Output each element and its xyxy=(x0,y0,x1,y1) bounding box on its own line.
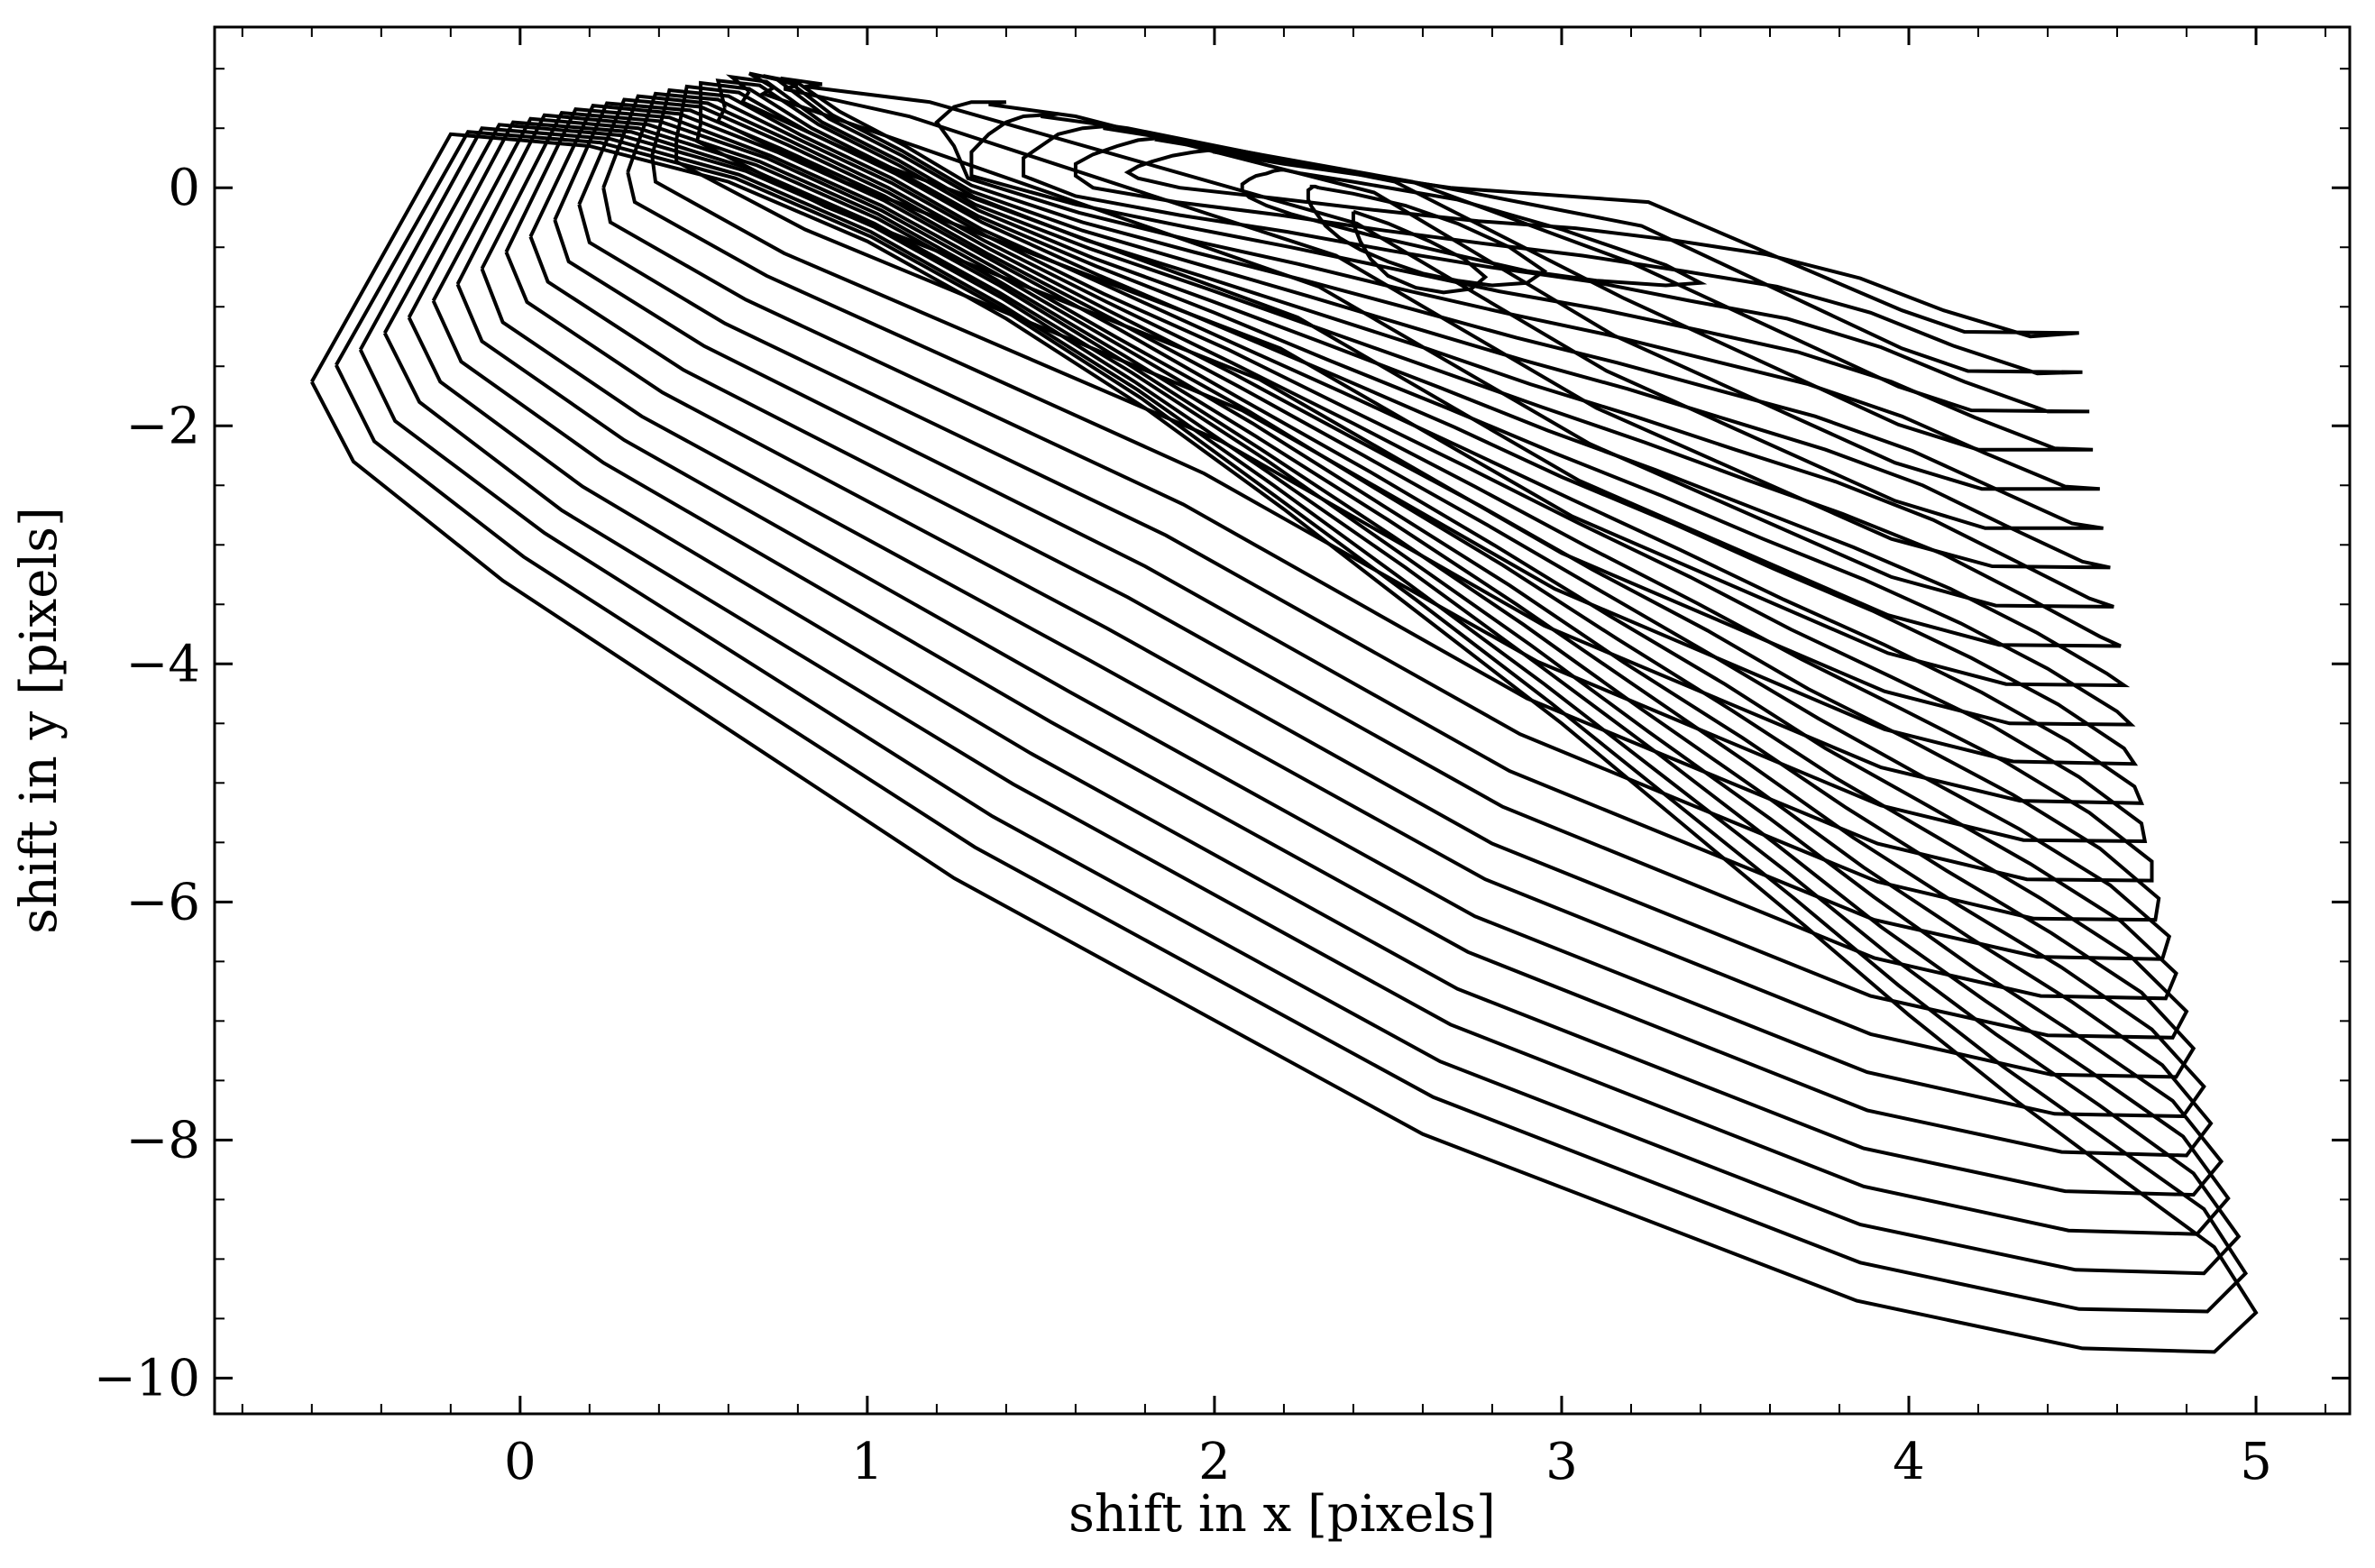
contour-line-13 xyxy=(601,94,2154,883)
contour-line-27 xyxy=(1123,148,2079,339)
ticks-layer: 0 1 2 3 4 5 0 −2 −4 −6 −8 −10 xyxy=(94,27,2350,1491)
contour-line-3 xyxy=(358,126,2242,1276)
x-tick-label: 2 xyxy=(1198,1433,1231,1491)
contour-line-6 xyxy=(431,116,2214,1158)
contour-line-2 xyxy=(335,130,2249,1314)
contour-line-24 xyxy=(969,112,2094,452)
contour-line-22 xyxy=(780,76,2104,530)
contour-line-26 xyxy=(1073,135,2083,376)
y-axis-label: shift in y [pixels] xyxy=(10,507,69,934)
contour-line-18 xyxy=(715,78,2131,688)
y-tick-label: −2 xyxy=(125,397,200,455)
contour-line-10 xyxy=(528,103,2178,1001)
contour-line-29 xyxy=(1306,184,1548,288)
contour-line-12 xyxy=(577,97,2161,922)
contour-line-5 xyxy=(407,120,2224,1197)
y-tick-label: 0 xyxy=(168,159,200,217)
contour-line-17 xyxy=(694,80,2136,727)
x-tick-label: 0 xyxy=(504,1433,536,1491)
contour-line-1 xyxy=(310,132,2259,1354)
contour-line-16 xyxy=(674,84,2139,766)
y-tick-label: −4 xyxy=(125,635,200,693)
contour-line-9 xyxy=(504,106,2189,1040)
contour-line-30 xyxy=(1351,209,1489,295)
contour-line-14 xyxy=(626,91,2148,844)
contour-line-23 xyxy=(934,100,2100,491)
contour-line-15 xyxy=(650,87,2145,805)
contour-line-28 xyxy=(1240,168,1708,288)
x-axis-label: shift in x [pixels] xyxy=(1068,1485,1496,1544)
series-layer xyxy=(310,71,2259,1354)
contour-line-20 xyxy=(747,71,2114,609)
plot-frame xyxy=(213,25,2352,1416)
x-tick-label: 1 xyxy=(851,1433,884,1491)
contour-line-8 xyxy=(480,110,2196,1079)
x-tick-label: 3 xyxy=(1545,1433,1578,1491)
y-tick-label: −10 xyxy=(94,1349,200,1408)
x-tick-label: 4 xyxy=(1893,1433,1925,1491)
y-tick-label: −6 xyxy=(125,873,200,931)
y-tick-label: −8 xyxy=(125,1111,200,1169)
contour-line-21 xyxy=(762,74,2111,570)
contour-line-7 xyxy=(455,113,2206,1119)
x-tick-label: 5 xyxy=(2240,1433,2272,1491)
contour-line-19 xyxy=(725,74,2122,648)
